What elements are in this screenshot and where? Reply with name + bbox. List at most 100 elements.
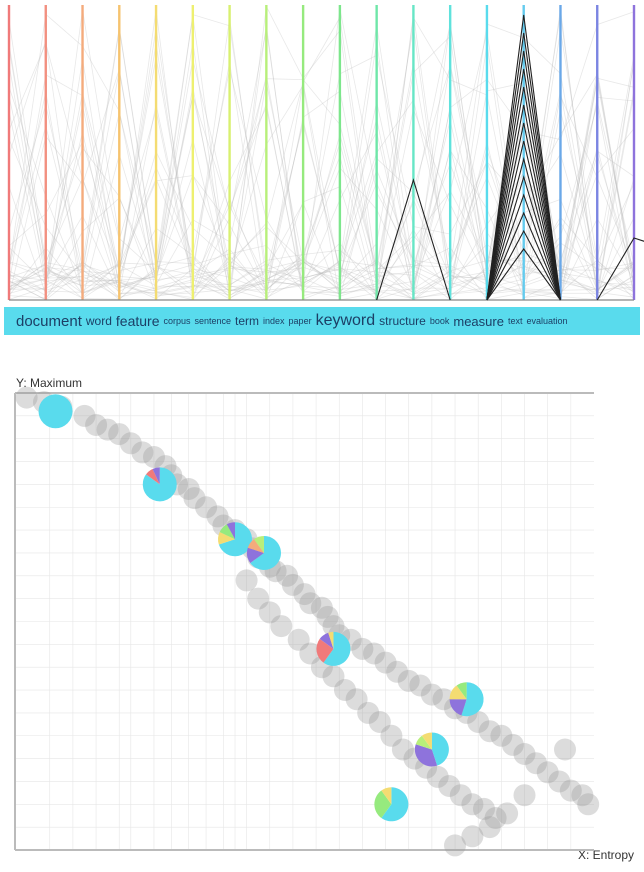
pc-line — [8, 13, 635, 296]
pc-line — [8, 16, 635, 300]
scatter-point — [478, 816, 501, 839]
scatter-point — [484, 807, 507, 829]
scatter-point — [334, 679, 356, 701]
scatter-point — [473, 797, 495, 820]
term-book[interactable]: book — [429, 315, 450, 326]
term-structure[interactable]: structure — [379, 314, 426, 328]
scatter-point — [513, 743, 536, 765]
pc-highlight-line — [486, 104, 562, 301]
scatter-point — [195, 496, 218, 519]
pc-highlight-line — [486, 248, 561, 301]
pie-slice — [421, 732, 432, 750]
pc-line — [8, 106, 635, 297]
scatter-point — [345, 688, 368, 711]
scatter-point — [143, 446, 165, 468]
pc-line — [8, 101, 635, 299]
scatter-point — [432, 688, 455, 711]
scatter-point — [310, 596, 333, 619]
pc-line — [8, 43, 635, 301]
term-keyword[interactable]: keyword — [315, 312, 376, 329]
pie-slice — [449, 685, 467, 700]
scatter-point — [351, 637, 374, 660]
pc-highlight-line — [486, 32, 562, 301]
pc-line — [8, 132, 635, 300]
pc-highlight-line — [486, 68, 562, 301]
pc-highlight-line — [486, 175, 561, 301]
pc-line — [8, 27, 635, 300]
term-sentence[interactable]: sentence — [194, 315, 232, 326]
scatter-point — [276, 564, 299, 587]
pc-line — [8, 11, 635, 297]
pie-slice — [146, 469, 160, 485]
pc-line — [8, 25, 635, 300]
pc-line — [8, 25, 635, 300]
pie-slice — [142, 467, 177, 502]
scatter-point — [206, 505, 229, 528]
pie-marker — [38, 394, 73, 429]
scatter-point — [496, 802, 519, 825]
pie-slice — [38, 394, 73, 429]
pie-slice — [253, 535, 264, 553]
pc-line — [8, 63, 635, 299]
scatter-point — [397, 669, 420, 692]
term-word[interactable]: word — [85, 314, 112, 328]
pie-slice — [381, 787, 392, 805]
pc-highlight-line — [486, 193, 561, 301]
pc-line — [8, 42, 635, 301]
scatter-point — [235, 569, 258, 592]
scatter-point — [559, 779, 582, 802]
pie-marker — [414, 732, 449, 767]
pc-line — [8, 14, 635, 295]
term-evaluation[interactable]: evaluation — [526, 315, 568, 326]
scatter-point — [426, 765, 449, 788]
scatter-point — [391, 738, 414, 761]
term-document[interactable]: document — [16, 312, 82, 330]
pc-line — [8, 61, 635, 301]
pc-highlight-line — [486, 86, 562, 301]
pc-line — [8, 13, 635, 299]
term-index[interactable]: index — [263, 315, 285, 326]
term-paper[interactable]: paper — [288, 315, 312, 326]
pie-slice — [449, 699, 467, 716]
scatter-grid — [15, 393, 594, 850]
scatter-point — [420, 683, 443, 706]
pc-highlight-line — [596, 237, 644, 301]
pie-slice — [431, 732, 449, 766]
pie-slice — [319, 632, 334, 649]
term-measure[interactable]: measure — [453, 313, 504, 329]
pc-line — [8, 23, 635, 296]
scatter-point — [357, 701, 380, 724]
scatter-point — [281, 573, 304, 596]
term-text[interactable]: text — [507, 315, 523, 326]
scatter-point — [322, 615, 345, 638]
scatter-point — [536, 761, 559, 784]
pc-line — [8, 42, 635, 300]
pc-line — [8, 23, 635, 300]
scatter-point — [258, 601, 281, 624]
scatter-point — [449, 784, 472, 807]
pie-slice — [381, 787, 409, 822]
scatter-pies — [38, 394, 484, 822]
scatter-point — [548, 770, 571, 793]
pie-slice — [323, 631, 351, 666]
pc-line — [8, 8, 635, 293]
pie-slice — [328, 631, 334, 649]
pc-line — [8, 64, 635, 290]
scatter-point — [183, 487, 206, 510]
term-feature[interactable]: feature — [115, 313, 160, 329]
scatter-point — [299, 592, 322, 615]
term-corpus[interactable]: corpus — [163, 315, 191, 326]
pie-slice — [461, 682, 484, 717]
scatter-point — [247, 587, 270, 610]
scatter-point — [467, 711, 490, 733]
pie-slice — [219, 524, 236, 540]
pie-slice — [218, 522, 253, 557]
term-term[interactable]: term — [235, 314, 260, 328]
pc-line — [8, 43, 635, 301]
pc-background — [0, 0, 644, 310]
pie-marker — [316, 631, 351, 666]
pie-slice — [415, 735, 432, 750]
pc-highlight-line — [486, 211, 561, 301]
pc-line — [8, 5, 635, 301]
